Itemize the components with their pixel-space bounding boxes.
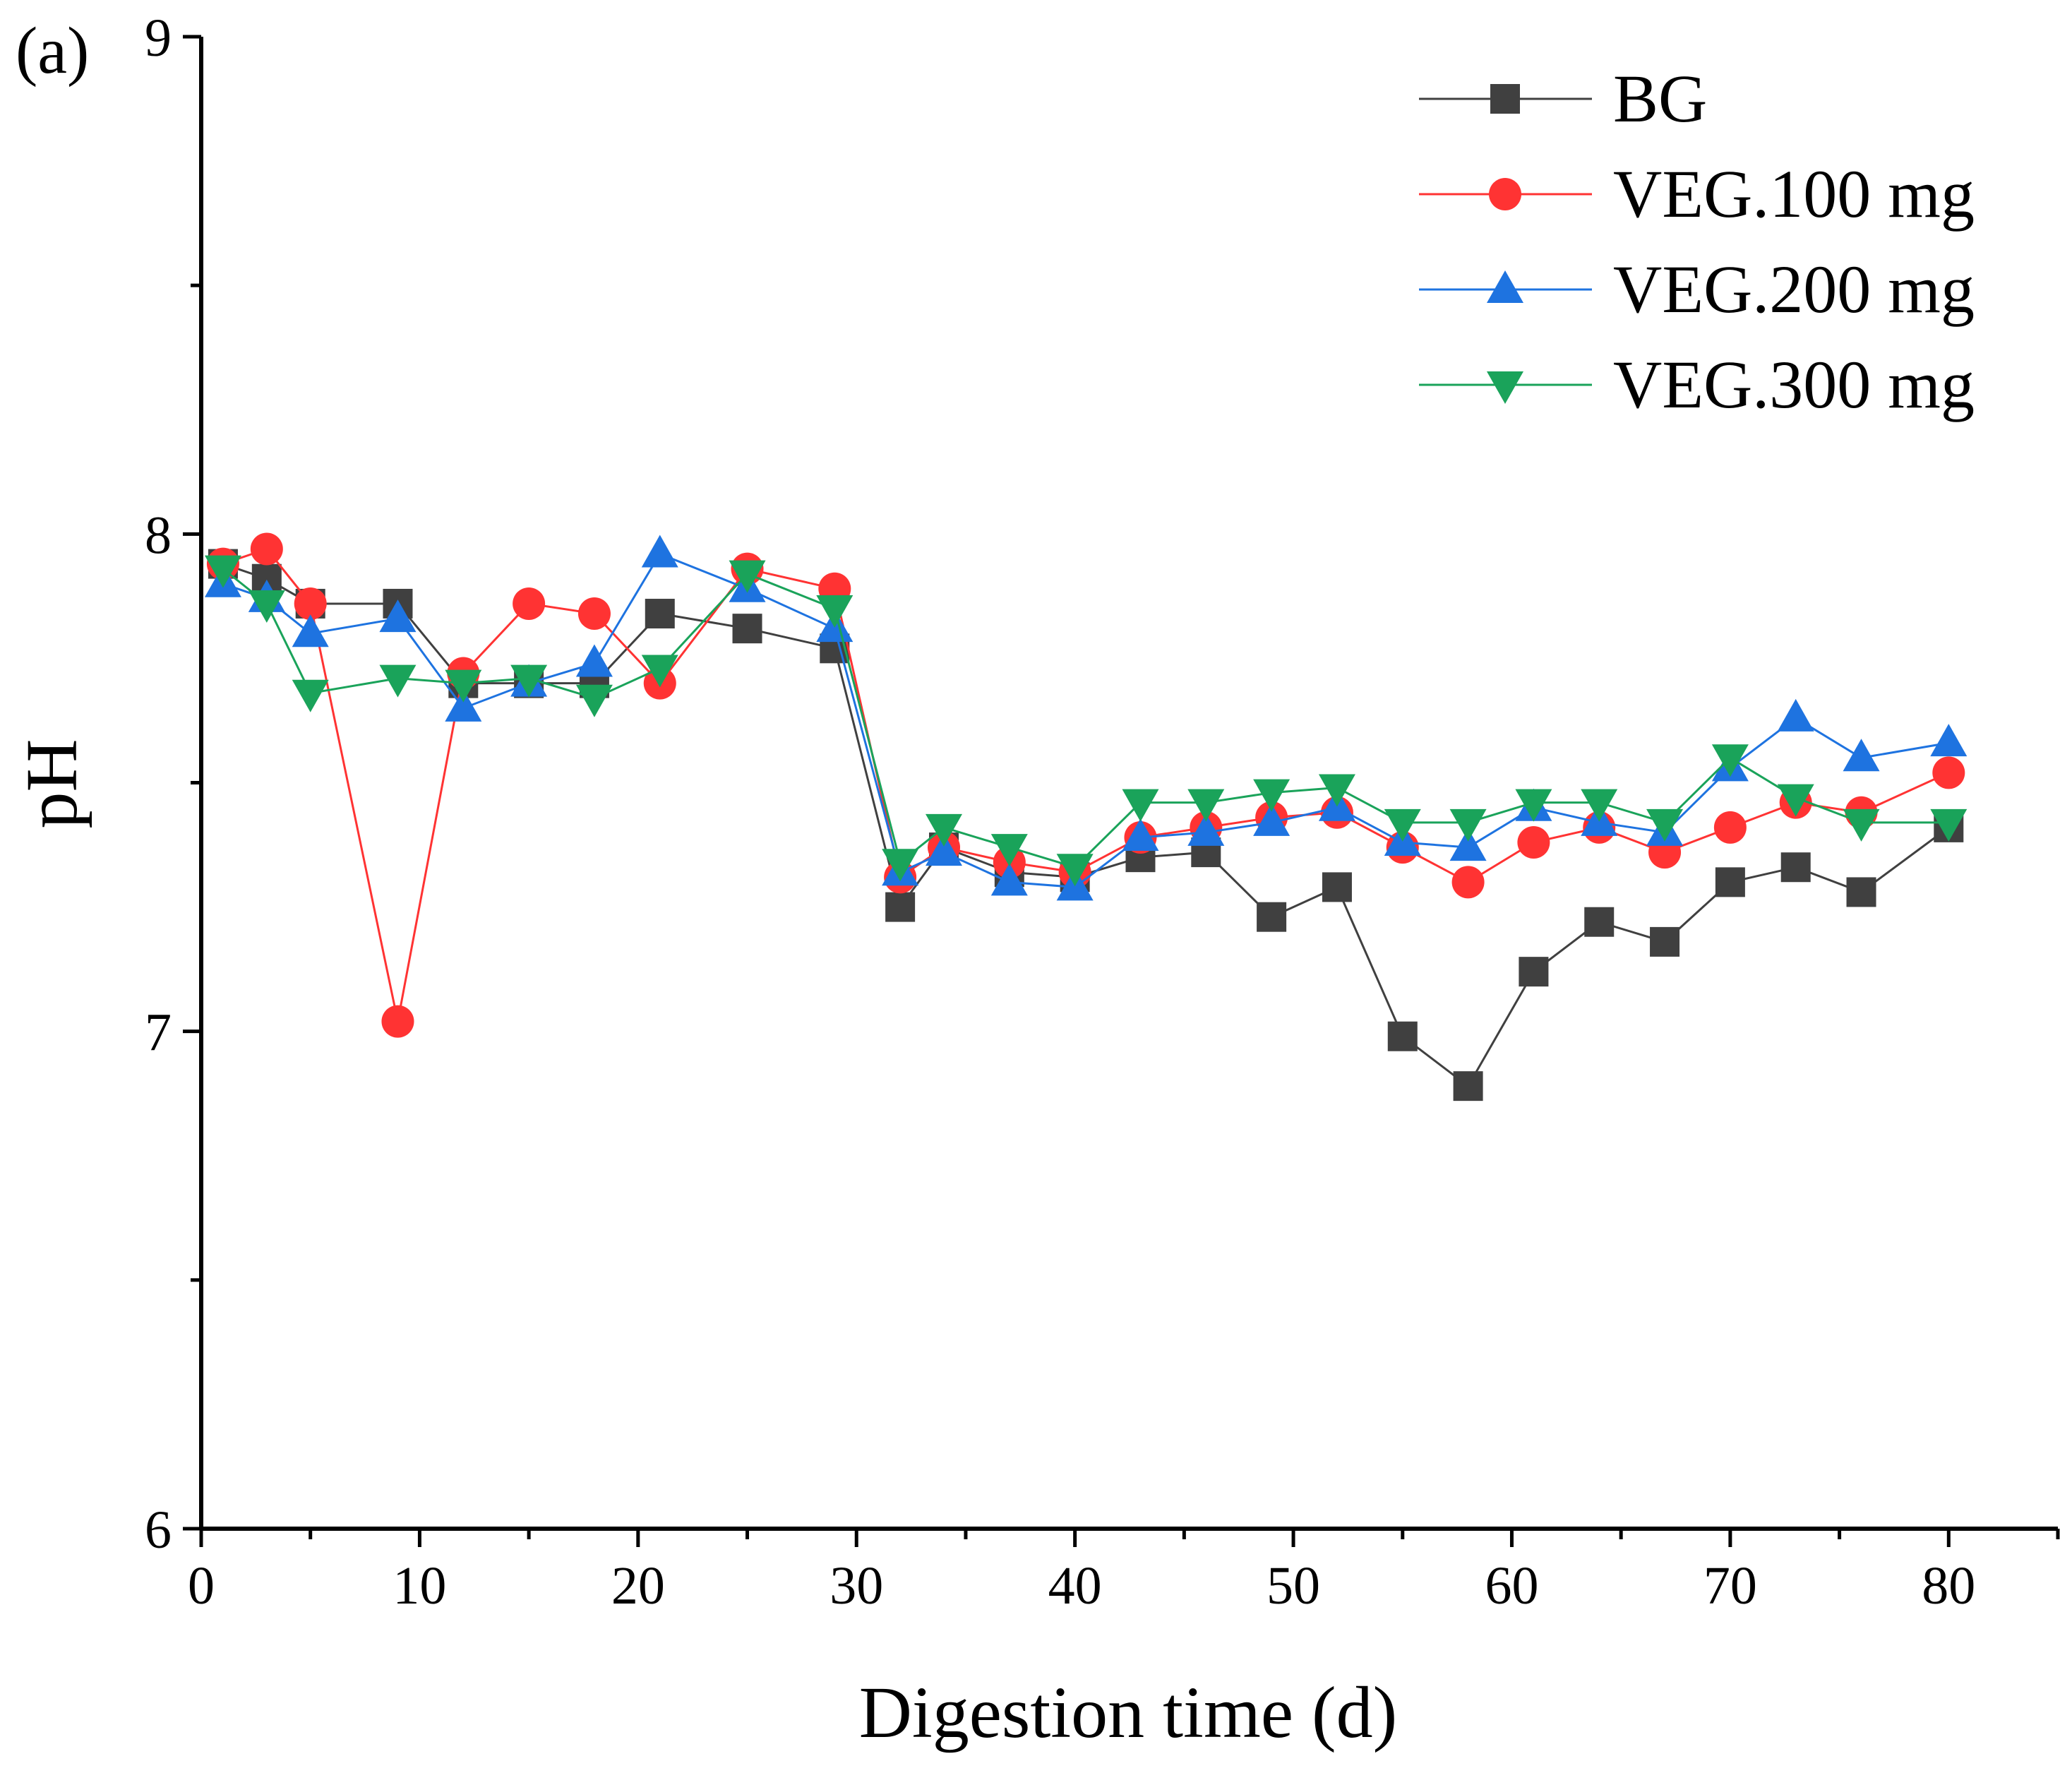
data-point-bg [1780, 852, 1811, 883]
data-point-veg-300-mg [1318, 774, 1355, 807]
data-point-bg [1715, 867, 1745, 897]
data-point-veg-300-mg [990, 834, 1028, 867]
legend-marker [1489, 178, 1521, 210]
data-point-veg-100-mg [250, 532, 283, 566]
x-axis-label: Digestion time (d) [859, 1672, 1398, 1753]
data-point-veg-300-mg [575, 684, 613, 717]
series-layer [204, 532, 1968, 1102]
data-point-bg [645, 599, 675, 629]
data-point-veg-300-mg [882, 849, 919, 882]
data-point-bg [1650, 926, 1680, 957]
legend-marker [1490, 84, 1520, 114]
data-point-veg-300-mg [816, 595, 854, 628]
y-axis-label: pH [11, 739, 92, 828]
data-point-veg-100-mg [381, 1005, 414, 1038]
data-point-veg-200-mg [445, 688, 482, 722]
data-point-bg [1387, 1021, 1418, 1051]
legend-label: BG [1613, 61, 1707, 136]
data-point-veg-100-mg [294, 587, 327, 620]
data-point-veg-100-mg [1713, 811, 1747, 844]
data-point-veg-300-mg [379, 664, 417, 698]
x-tick-label: 40 [1048, 1556, 1102, 1616]
data-point-veg-100-mg [577, 597, 611, 631]
legend-label: VEG.200 mg [1613, 251, 1975, 327]
data-point-bg [1584, 907, 1615, 937]
series-veg-200-mg [204, 535, 1968, 901]
legend-item-bg: BG [1419, 61, 1707, 136]
data-point-veg-300-mg [204, 555, 241, 588]
legend-marker [1487, 270, 1523, 303]
data-point-veg-300-mg [1122, 789, 1159, 822]
data-point-veg-200-mg [1253, 803, 1290, 836]
data-point-veg-300-mg [445, 669, 482, 703]
data-point-veg-300-mg [248, 590, 285, 623]
series-veg-300-mg [204, 555, 1968, 887]
data-point-veg-300-mg [1843, 808, 1880, 842]
data-point-veg-300-mg [1581, 789, 1618, 822]
data-point-veg-200-mg [1449, 828, 1487, 861]
data-point-veg-300-mg [1187, 789, 1225, 822]
x-tick-label: 60 [1485, 1556, 1538, 1616]
data-point-veg-300-mg [1515, 789, 1552, 822]
data-point-veg-300-mg [1056, 854, 1094, 887]
legend-label: VEG.100 mg [1613, 156, 1975, 232]
data-point-veg-300-mg [926, 813, 962, 847]
legend: BG VEG.100 mg VEG.200 mg VEG.300 mg [1419, 61, 1975, 422]
data-point-bg [1519, 957, 1549, 987]
legend-item-veg-200-mg: VEG.200 mg [1419, 251, 1975, 327]
data-point-veg-200-mg [1187, 813, 1225, 846]
x-tick-label: 0 [188, 1556, 215, 1616]
panel-label: (a) [16, 14, 89, 88]
data-point-bg [1453, 1071, 1483, 1102]
y-tick-label: 8 [145, 506, 172, 565]
data-point-bg [732, 614, 762, 644]
x-tick-label: 70 [1703, 1556, 1757, 1616]
data-point-veg-300-mg [729, 560, 766, 593]
data-point-veg-300-mg [1646, 808, 1684, 842]
data-point-veg-300-mg [1384, 808, 1421, 842]
data-point-veg-200-mg [1122, 818, 1159, 851]
data-point-veg-200-mg [926, 833, 962, 866]
data-point-veg-300-mg [510, 664, 548, 698]
data-point-veg-200-mg [575, 644, 613, 677]
x-tick-label: 50 [1266, 1556, 1320, 1616]
x-tick-label: 10 [393, 1556, 446, 1616]
data-point-bg [1846, 877, 1876, 907]
data-point-veg-300-mg [1253, 779, 1290, 812]
data-point-bg [885, 892, 916, 922]
x-tick-label: 20 [611, 1556, 665, 1616]
data-point-veg-300-mg [1711, 744, 1749, 777]
data-point-veg-200-mg [1843, 739, 1880, 772]
data-point-veg-200-mg [641, 535, 678, 568]
data-point-veg-100-mg [513, 587, 546, 620]
legend-item-veg-300-mg: VEG.300 mg [1419, 347, 1975, 422]
data-point-veg-100-mg [1932, 756, 1965, 789]
data-point-veg-300-mg [1449, 808, 1487, 842]
data-point-veg-300-mg [1777, 784, 1814, 817]
data-point-veg-200-mg [1930, 724, 1968, 757]
data-point-bg [1322, 872, 1352, 902]
x-tick-label: 80 [1922, 1556, 1975, 1616]
legend-label: VEG.300 mg [1613, 347, 1975, 422]
legend-marker [1487, 371, 1523, 404]
axes-layer: 0 10 20 30 40 50 60 70 80 6 7 8 9 [145, 8, 2060, 1616]
data-point-veg-200-mg [1777, 698, 1814, 732]
y-tick-label: 6 [145, 1500, 172, 1560]
data-point-veg-300-mg [292, 679, 329, 712]
x-tick-label: 30 [830, 1556, 883, 1616]
y-tick-label: 7 [145, 1003, 172, 1063]
data-point-veg-200-mg [379, 599, 417, 633]
data-point-veg-200-mg [990, 863, 1028, 896]
y-tick-label: 9 [145, 8, 172, 68]
data-point-veg-200-mg [292, 614, 329, 647]
data-point-bg [1257, 902, 1287, 932]
data-point-veg-300-mg [1930, 808, 1968, 842]
legend-item-veg-100-mg: VEG.100 mg [1419, 156, 1975, 232]
data-point-veg-300-mg [641, 655, 678, 688]
data-point-veg-100-mg [1517, 826, 1550, 859]
data-point-veg-100-mg [1451, 866, 1485, 899]
